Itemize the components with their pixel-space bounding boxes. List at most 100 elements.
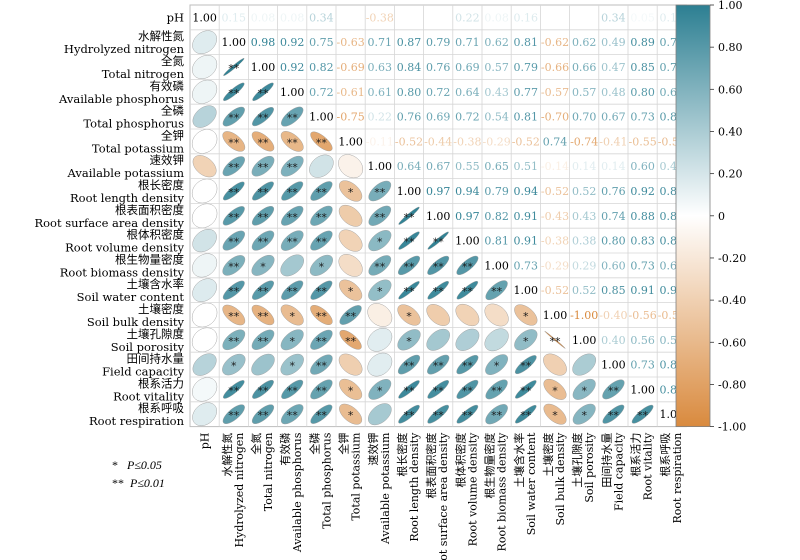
corr-ellipse (426, 328, 450, 351)
corr-value-label: 0.71 (368, 36, 393, 49)
legend-single-text: P≤0.05 (127, 458, 162, 472)
significance-mark: ** (316, 310, 328, 323)
corr-ellipse (281, 280, 304, 300)
corr-ellipse (368, 180, 392, 202)
col-label-en: Total phosphorus (320, 432, 333, 529)
significance-mark: * (231, 360, 237, 373)
corr-value-label: -0.40 (599, 309, 627, 322)
corr-value-label: 0.82 (484, 210, 509, 223)
significance-mark: ** (316, 384, 328, 397)
corr-ellipse (397, 329, 421, 351)
significance-mark: * (377, 384, 383, 397)
corr-value-label: -0.43 (541, 210, 569, 223)
corr-ellipse (338, 353, 363, 376)
significance-mark: * (377, 236, 383, 249)
row-label-en: Root respiration (89, 414, 185, 428)
corr-value-label: 0.91 (630, 284, 655, 297)
col-label-en: Root surface area density (437, 432, 450, 560)
corr-value-label: 0.55 (455, 160, 480, 173)
corr-ellipse (397, 354, 421, 375)
significance-mark: ** (462, 409, 474, 422)
corr-value-label: 1.00 (572, 334, 597, 347)
corr-value-label: 0.85 (630, 61, 655, 74)
significance-mark: * (523, 335, 529, 348)
colorbar-tick-label: -0.20 (718, 252, 746, 265)
corr-value-label: 0.14 (601, 160, 626, 173)
row-label-en: Root vitality (113, 389, 184, 403)
corr-ellipse (367, 327, 393, 352)
row-label-en: Total potassium (92, 141, 184, 155)
colorbar (675, 4, 711, 428)
col-label-cn: 土壤密度 (541, 433, 555, 477)
significance-mark: ** (462, 360, 474, 373)
row-label-cn: 根生物量密度 (115, 252, 184, 266)
corr-value-label: -0.56 (628, 309, 656, 322)
corr-value-label: 0.43 (572, 210, 597, 223)
corr-value-label: -1.00 (570, 309, 598, 322)
significance-mark: ** (404, 260, 416, 273)
significance-mark: ** (433, 409, 445, 422)
row-label-cn: 水解性氮 (138, 29, 184, 43)
corr-ellipse (222, 255, 246, 276)
corr-ellipse (251, 230, 275, 251)
corr-ellipse (192, 402, 217, 426)
corr-value-label: 0.14 (572, 160, 597, 173)
significance-mark: ** (228, 409, 240, 422)
corr-value-label: 0.76 (426, 61, 451, 74)
significance-mark: * (289, 360, 295, 373)
significance-mark: ** (258, 112, 270, 125)
corr-ellipse (223, 58, 245, 76)
col-label-en: Soil water content (525, 432, 538, 535)
corr-value-label: -0.14 (541, 160, 569, 173)
corr-ellipse (455, 328, 480, 351)
significance-mark: * (523, 310, 529, 323)
significance-mark: ** (258, 186, 270, 199)
row-label-en: Soil porosity (111, 340, 185, 354)
corr-value-label: 0.79 (426, 36, 451, 49)
significance-mark: ** (491, 384, 503, 397)
col-label-en: Soil porosity (583, 432, 596, 503)
significance-mark: ** (608, 409, 620, 422)
corr-ellipse (368, 230, 392, 252)
corr-ellipse (192, 353, 217, 376)
col-label-en: Root volume density (466, 432, 479, 547)
corr-value-label: -0.52 (541, 284, 569, 297)
col-label-cn: 全钾 (337, 433, 351, 455)
significance-mark: ** (228, 112, 240, 125)
corr-value-label: 0.52 (572, 185, 597, 198)
corr-ellipse (514, 329, 538, 351)
corr-value-label: -0.52 (395, 135, 423, 148)
corr-value-label: 0.98 (251, 36, 276, 49)
corr-value-label: 0.79 (484, 185, 509, 198)
corr-value-label: 0.60 (630, 160, 655, 173)
corr-value-label: 0.05 (630, 11, 655, 24)
corr-ellipse (427, 231, 449, 250)
colorbar-tick-label: 0.80 (718, 41, 743, 54)
corr-ellipse (281, 106, 304, 127)
legend-double: ** P≤0.01 (112, 476, 165, 491)
significance-mark: ** (608, 384, 620, 397)
corr-value-label: -0.61 (336, 86, 364, 99)
corr-value-label: 0.91 (514, 235, 539, 248)
col-label-cn: 根体积密度 (453, 433, 467, 488)
corr-ellipse (544, 330, 566, 349)
colorbar-tick-label: 1.00 (718, 0, 743, 12)
corr-value-label: 0.75 (309, 36, 334, 49)
significance-mark: * (319, 260, 325, 273)
corr-ellipse (398, 380, 420, 399)
corr-ellipse (192, 30, 217, 54)
significance-mark: ** (316, 360, 328, 373)
corr-ellipse (191, 129, 218, 154)
corr-ellipse (427, 255, 450, 275)
significance-mark: ** (258, 310, 270, 323)
corr-ellipse (310, 354, 333, 375)
corr-value-label: 0.77 (514, 86, 539, 99)
col-label-en: Soil bulk density (554, 432, 567, 526)
col-label-en: Root length density (408, 432, 421, 542)
corr-ellipse (222, 304, 246, 326)
corr-ellipse (456, 404, 479, 424)
significance-mark: ** (228, 384, 240, 397)
significance-mark: ** (287, 384, 299, 397)
col-label-cn: 全氮 (249, 433, 263, 455)
row-label-cn: 根长密度 (138, 178, 184, 192)
